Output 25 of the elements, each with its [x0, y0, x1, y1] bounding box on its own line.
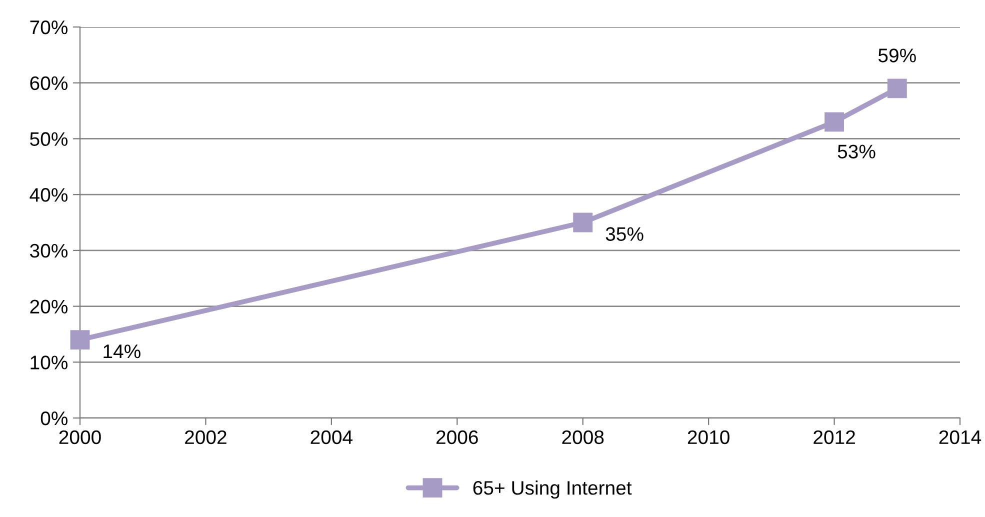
- x-tick-label: 2000: [59, 430, 101, 444]
- data-label: 53%: [838, 144, 876, 158]
- y-tick-label: 20%: [30, 300, 68, 314]
- data-label: 59%: [878, 48, 916, 62]
- y-tick-label: 10%: [30, 356, 68, 370]
- x-tick-label: 2008: [562, 430, 604, 444]
- point: [824, 112, 844, 132]
- data-label: 14%: [104, 344, 140, 358]
- y-tick-label: 30%: [30, 244, 68, 258]
- x-tick-label: 2006: [436, 430, 478, 444]
- y-tick-label: 50%: [30, 132, 68, 146]
- x-tick-label: 2012: [814, 430, 855, 444]
- data-label: 35%: [606, 227, 644, 241]
- x-tick-label: 2004: [310, 430, 352, 444]
- y-tick-label: 60%: [30, 76, 68, 90]
- y-tick-label: 40%: [30, 188, 68, 202]
- point: [573, 212, 593, 232]
- point: [70, 330, 90, 350]
- y-tick-label: 70%: [30, 20, 68, 34]
- legend-label: 65+ Using Internet: [473, 480, 632, 499]
- x-tick-label: 2002: [185, 430, 226, 444]
- x-tick-label: 2014: [939, 430, 982, 444]
- x-tick-label: 2010: [688, 430, 730, 444]
- point: [887, 78, 907, 98]
- y-tick-label: 0%: [40, 411, 68, 426]
